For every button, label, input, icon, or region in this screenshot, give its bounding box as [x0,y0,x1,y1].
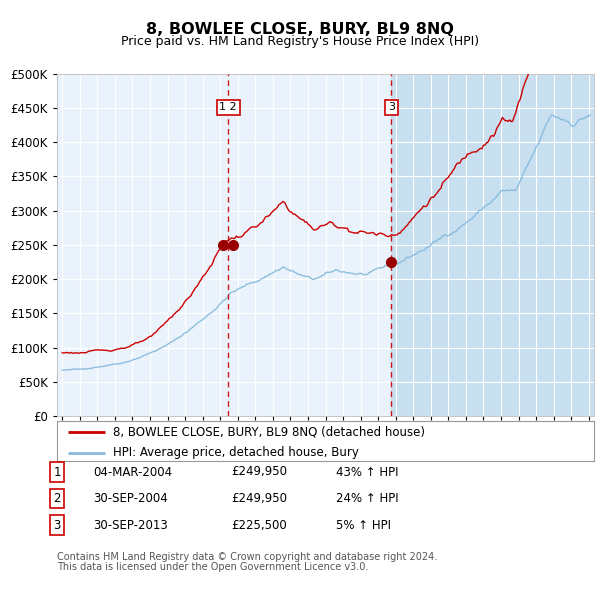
Bar [391,74,600,416]
Text: 30-SEP-2004: 30-SEP-2004 [93,492,168,505]
Text: £249,950: £249,950 [231,466,287,478]
Text: Contains HM Land Registry data © Crown copyright and database right 2024.: Contains HM Land Registry data © Crown c… [57,552,437,562]
Text: 5% ↑ HPI: 5% ↑ HPI [336,519,391,532]
Text: 3: 3 [388,102,395,112]
Text: 8, BOWLEE CLOSE, BURY, BL9 8NQ: 8, BOWLEE CLOSE, BURY, BL9 8NQ [146,22,454,37]
Text: This data is licensed under the Open Government Licence v3.0.: This data is licensed under the Open Gov… [57,562,368,572]
Text: 43% ↑ HPI: 43% ↑ HPI [336,466,398,478]
Text: 24% ↑ HPI: 24% ↑ HPI [336,492,398,505]
Text: 30-SEP-2013: 30-SEP-2013 [93,519,168,532]
Text: 8, BOWLEE CLOSE, BURY, BL9 8NQ (detached house): 8, BOWLEE CLOSE, BURY, BL9 8NQ (detached… [113,426,425,439]
Text: 1: 1 [53,466,61,478]
Text: £249,950: £249,950 [231,492,287,505]
Text: 3: 3 [53,519,61,532]
Text: 04-MAR-2004: 04-MAR-2004 [93,466,172,478]
Text: HPI: Average price, detached house, Bury: HPI: Average price, detached house, Bury [113,446,359,459]
Text: £225,500: £225,500 [231,519,287,532]
Text: 2: 2 [53,492,61,505]
Text: 1 2: 1 2 [220,102,237,112]
Text: Price paid vs. HM Land Registry's House Price Index (HPI): Price paid vs. HM Land Registry's House … [121,35,479,48]
